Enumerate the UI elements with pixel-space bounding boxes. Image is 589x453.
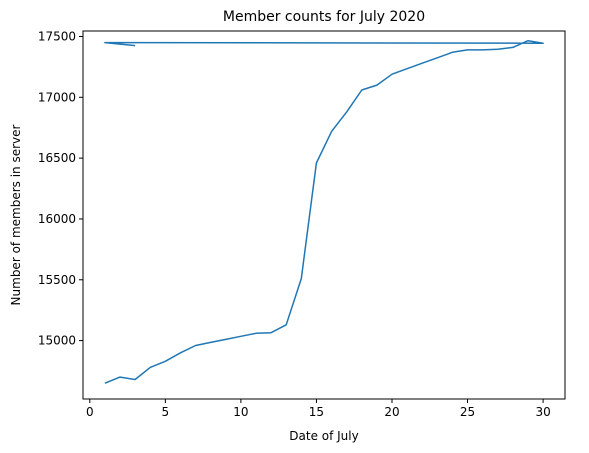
y-axis-label: Number of members in server xyxy=(9,124,23,305)
x-tick-label: 25 xyxy=(460,405,475,419)
x-tick-label: 0 xyxy=(86,405,94,419)
y-tick-label: 15500 xyxy=(38,273,76,287)
series-line xyxy=(104,39,544,384)
x-axis-label: Date of July xyxy=(289,429,358,443)
x-tick-label: 20 xyxy=(384,405,399,419)
axis-ticks: 0 5 10 15 20 25 30 15000 15500 16000 16500 17000 175… xyxy=(38,29,551,419)
x-tick-label: 10 xyxy=(233,405,248,419)
y-tick-label: 16500 xyxy=(38,151,76,165)
y-tick-label: 17500 xyxy=(38,29,76,43)
x-tick-label: 5 xyxy=(162,405,170,419)
y-tick-label: 16000 xyxy=(38,212,76,226)
chart-title: Member counts for July 2020 xyxy=(223,9,425,25)
x-tick-label: 30 xyxy=(535,405,550,419)
x-tick-label: 15 xyxy=(309,405,324,419)
y-tick-label: 17000 xyxy=(38,90,76,104)
y-tick-label: 15000 xyxy=(38,334,76,348)
plot-area xyxy=(104,39,544,384)
plot-frame xyxy=(82,30,566,400)
